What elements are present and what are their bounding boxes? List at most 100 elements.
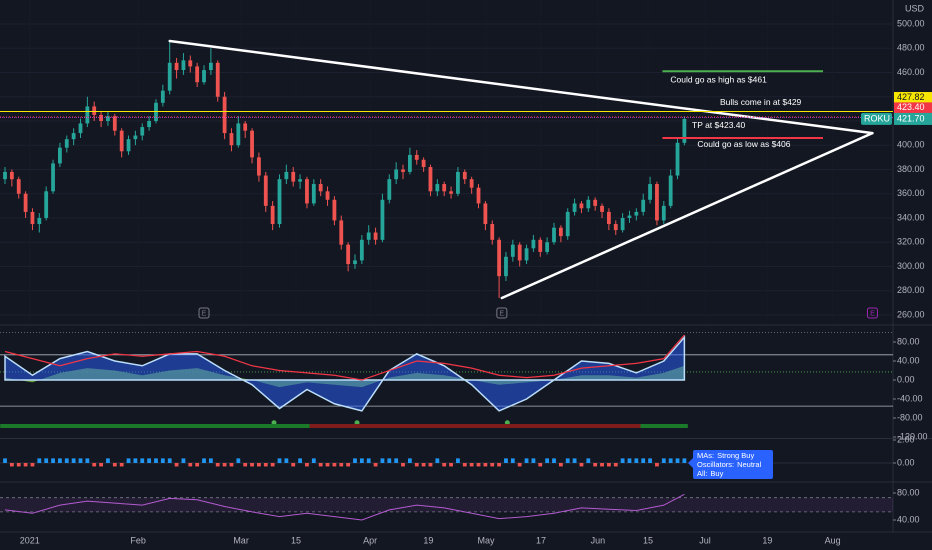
price-tag — [894, 92, 932, 104]
candle-body — [92, 106, 97, 115]
histogram-bar — [3, 458, 7, 463]
candle-body — [421, 159, 426, 168]
candle-body — [305, 179, 309, 204]
histogram-bar — [497, 462, 502, 467]
y-tick-label: 40.00 — [897, 514, 920, 524]
histogram-bar — [332, 462, 337, 467]
summary-value: Neutral — [737, 460, 762, 469]
x-tick-label: Jul — [699, 535, 711, 545]
histogram-bar — [58, 458, 62, 463]
histogram-bar — [579, 462, 584, 467]
candle-body — [586, 199, 591, 209]
histogram-bar — [64, 458, 69, 463]
candle-body — [579, 203, 584, 209]
y-tick-label: -120.00 — [897, 431, 928, 441]
candle-body — [311, 184, 316, 204]
candle-body — [133, 135, 138, 140]
histogram-bar — [174, 462, 179, 467]
summary-row: All: Buy — [697, 469, 769, 478]
y-tick-label: 360.00 — [897, 188, 925, 198]
histogram-bar — [339, 462, 344, 467]
earnings-label: E — [202, 310, 207, 317]
histogram-bar — [263, 462, 268, 467]
earnings-marker — [866, 307, 878, 319]
candle-body — [359, 239, 364, 261]
histogram-bar — [78, 458, 83, 463]
histogram-bar — [298, 458, 302, 463]
histogram-bar — [359, 458, 364, 463]
candle-body — [476, 187, 481, 204]
histogram-bar — [442, 462, 447, 467]
x-tick-label: May — [478, 535, 496, 545]
y-tick-label: 380.00 — [897, 164, 925, 174]
candle-body — [613, 224, 618, 231]
price-tag — [894, 102, 932, 114]
summary-row: Oscillators: Neutral — [697, 460, 769, 469]
candle-body — [243, 123, 248, 131]
candle-body — [531, 239, 536, 249]
candle-body — [435, 184, 440, 192]
candle-body — [428, 167, 433, 192]
histogram-bar — [16, 462, 21, 467]
y-tick-label: 480.00 — [897, 43, 925, 53]
candle-body — [9, 171, 14, 180]
histogram-bar — [133, 458, 138, 463]
candle-body — [188, 60, 193, 67]
candle-body — [442, 184, 447, 192]
histogram-bar — [236, 458, 241, 463]
summary-value: Strong Buy — [717, 451, 755, 460]
histogram-bar — [160, 458, 165, 463]
y-tick-label: 320.00 — [897, 237, 925, 247]
target-note: Could go as high as $461 — [670, 75, 767, 85]
summary-row: MAs: Strong Buy — [697, 451, 769, 460]
histogram-bar — [147, 458, 152, 463]
x-tick-label: 17 — [536, 535, 546, 545]
histogram-bar — [257, 462, 261, 467]
histogram-bar — [373, 462, 378, 467]
histogram-bar — [661, 458, 666, 463]
technical-summary: MAs: Strong Buy Oscillators: Neutral All: B… — [688, 450, 773, 479]
candle-body — [58, 147, 62, 164]
candle-body — [490, 224, 495, 240]
candle-body — [572, 203, 577, 212]
histogram-bar — [30, 462, 35, 467]
candle-body — [606, 211, 611, 225]
candle-body — [449, 191, 453, 194]
histogram-bar — [538, 462, 543, 467]
histogram-bar — [188, 462, 193, 467]
y-tick-label: 280.00 — [897, 285, 925, 295]
y-tick-label: 0.00 — [897, 457, 915, 467]
histogram-bar — [215, 462, 220, 467]
histogram-bar — [222, 462, 227, 467]
x-tick-label: 15 — [291, 535, 301, 545]
y-tick-label: 300.00 — [897, 261, 925, 271]
candle-body — [160, 90, 165, 103]
candle-body — [215, 62, 220, 97]
y-tick-label: -80.00 — [897, 412, 923, 422]
y-tick-label: 460.00 — [897, 67, 925, 77]
y-tick-label: 500.00 — [897, 18, 925, 28]
histogram-bar — [284, 458, 289, 463]
candle-body — [414, 154, 419, 160]
histogram-bar — [469, 462, 474, 467]
histogram-bar — [510, 458, 515, 463]
candle-body — [30, 211, 35, 225]
histogram-bar — [504, 458, 508, 463]
histogram-bar — [483, 462, 488, 467]
x-tick-label: 2021 — [20, 535, 40, 545]
y-tick-label: 80.00 — [897, 487, 920, 497]
histogram-bar — [675, 458, 680, 463]
histogram-bar — [407, 458, 412, 463]
candle-body — [661, 205, 666, 221]
histogram-bar — [9, 462, 14, 467]
histogram-bar — [682, 458, 687, 463]
trend-line — [168, 39, 874, 135]
candle-body — [339, 220, 344, 245]
signal-bar — [0, 424, 310, 428]
earnings-label: E — [870, 310, 875, 317]
summary-key: Oscillators: — [697, 460, 735, 469]
histogram-bar — [325, 462, 330, 467]
histogram-bar — [353, 458, 357, 463]
candle-body — [119, 130, 124, 152]
